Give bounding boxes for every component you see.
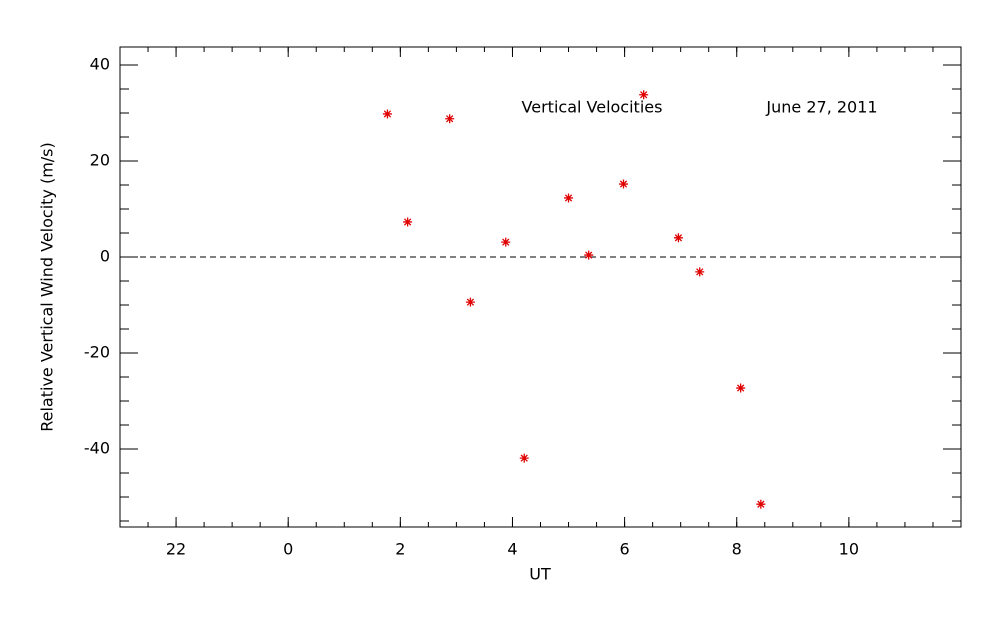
point bbox=[584, 250, 594, 260]
point bbox=[465, 297, 475, 307]
point bbox=[501, 237, 511, 247]
point bbox=[756, 499, 766, 509]
annotation: June 27, 2011 bbox=[765, 98, 877, 117]
x-tick-label: 6 bbox=[620, 540, 630, 559]
x-tick-label: 10 bbox=[839, 540, 859, 559]
y-tick-label: 40 bbox=[90, 55, 110, 74]
point bbox=[639, 90, 649, 100]
y-tick-label: 20 bbox=[90, 151, 110, 170]
y-axis-label: Relative Vertical Wind Velocity (m/s) bbox=[38, 142, 57, 432]
x-axis-label: UT bbox=[529, 565, 551, 584]
point bbox=[445, 114, 455, 124]
y-tick-label: -20 bbox=[84, 343, 110, 362]
point bbox=[564, 193, 574, 203]
x-tick-label: 8 bbox=[732, 540, 742, 559]
point bbox=[695, 267, 705, 277]
point bbox=[736, 383, 746, 393]
plot-frame bbox=[119, 46, 962, 528]
point bbox=[673, 233, 683, 243]
x-tick-label: 22 bbox=[166, 540, 186, 559]
point bbox=[519, 453, 529, 463]
point bbox=[403, 217, 413, 227]
x-tick-label: 2 bbox=[395, 540, 405, 559]
point bbox=[382, 109, 392, 119]
y-tick-label: 0 bbox=[100, 247, 110, 266]
y-tick-label: -40 bbox=[84, 439, 110, 458]
annotation: Vertical Velocities bbox=[522, 98, 663, 117]
x-tick-label: 4 bbox=[507, 540, 517, 559]
x-tick-label: 0 bbox=[283, 540, 293, 559]
point bbox=[618, 179, 628, 189]
